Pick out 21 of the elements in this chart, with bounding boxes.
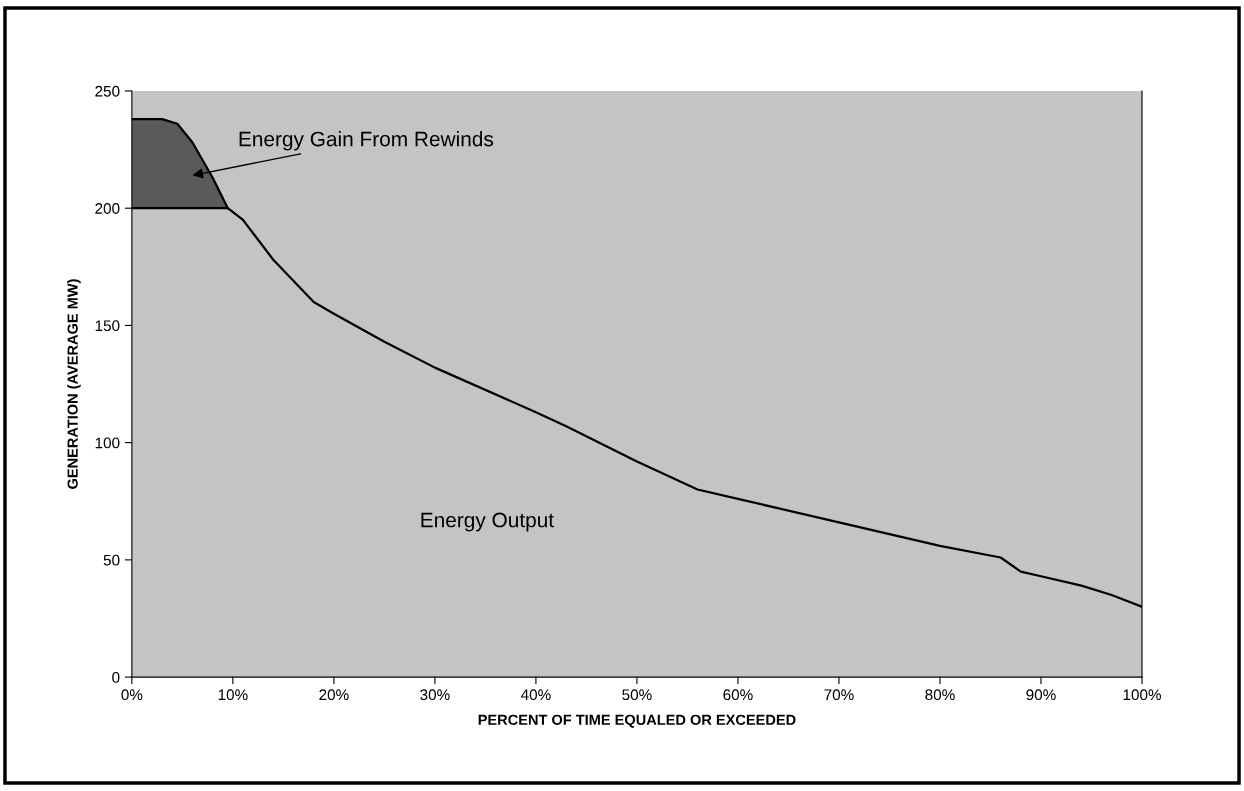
x-tick-label: 30%: [420, 689, 450, 701]
x-tick-label: 50%: [622, 689, 652, 701]
y-tick-label: 0: [112, 671, 120, 683]
y-axis-title: GENERATION (AVERAGE MW): [67, 279, 81, 489]
x-tick-label: 40%: [520, 689, 551, 701]
y-tick-label: 200: [95, 203, 120, 214]
y-tick-label: 150: [95, 320, 120, 332]
y-tick-label: 250: [95, 85, 120, 97]
x-tick-label: 80%: [925, 689, 955, 701]
series-label: Energy Output: [421, 512, 554, 532]
y-tick-label: 50: [103, 554, 120, 566]
x-tick-label: 20%: [319, 689, 349, 701]
x-tick-label: 90%: [1026, 689, 1056, 701]
x-tick-label: 60%: [723, 689, 753, 701]
x-tick-label: 10%: [218, 689, 248, 701]
x-tick-label: 100%: [1123, 689, 1161, 701]
x-tick-label: 0%: [121, 689, 143, 701]
series-label: Energy Gain From Rewinds: [239, 131, 494, 151]
y-tick-label: 100: [95, 437, 120, 449]
x-tick-label: 70%: [824, 689, 854, 701]
x-axis-title: PERCENT OF TIME EQUALED OR EXCEEDED: [478, 714, 796, 728]
